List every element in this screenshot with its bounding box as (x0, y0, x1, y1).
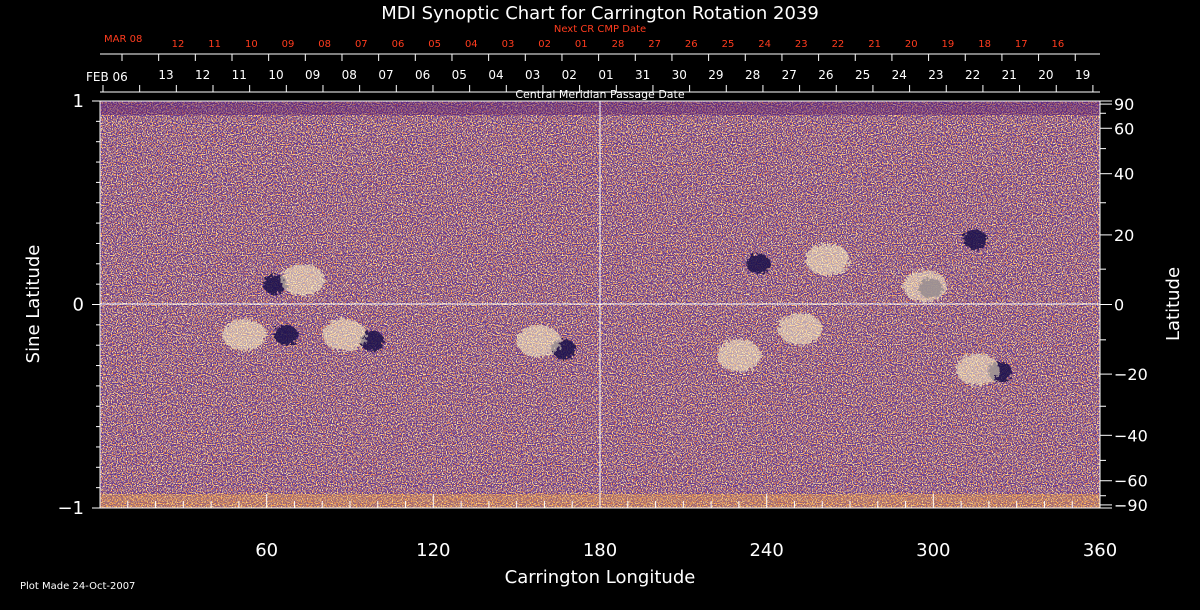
y-right-tick-label: 20 (1114, 226, 1134, 245)
next-cr-date-label: 23 (795, 39, 808, 50)
next-cr-date-label: 21 (868, 39, 881, 50)
top-date-label: 12 (195, 68, 210, 82)
x-tick-label: 240 (749, 540, 783, 561)
next-cr-date-label: 07 (355, 39, 368, 50)
top-date-axis: 13 12 11 10 09 08 07 06 05 04 03 02 01 31 30 29 28 27 26 25… (102, 68, 1094, 92)
next-cr-date-label: 28 (612, 39, 625, 50)
y-left-tick-label: −1 (57, 498, 84, 519)
region-positive-1 (280, 264, 325, 297)
y-right-tick-label: 40 (1114, 165, 1134, 184)
top-date-label: 19 (1075, 68, 1090, 82)
next-cr-date-label: 18 (978, 39, 991, 50)
top-date-label: 06 (415, 68, 430, 82)
next-cr-date-label: 05 (428, 39, 441, 50)
next-cr-date-label: 26 (685, 39, 698, 50)
y-right-tick-label: 0 (1114, 296, 1124, 315)
x-axis-label: Carrington Longitude (505, 567, 696, 588)
next-cr-date-label: 27 (648, 39, 661, 50)
next-cr-date-label: 06 (392, 39, 405, 50)
region-positive-9 (778, 312, 822, 345)
next-cr-start-label: MAR 08 (104, 34, 142, 45)
x-tick-label: 120 (416, 540, 450, 561)
region-positive-16 (903, 270, 947, 303)
region-positive-8 (716, 339, 761, 372)
y-right-tick-label: −40 (1114, 426, 1148, 445)
top-date-label: 01 (598, 68, 613, 82)
y-right-tick-label: 90 (1114, 95, 1134, 114)
next-cr-date-label: 11 (208, 39, 221, 50)
next-cr-date-label: 03 (502, 39, 515, 50)
next-cr-date-axis: 12 11 10 09 08 07 06 05 04 03 02 01 28 27 26 25 24 23 22 21… (121, 39, 1076, 61)
next-cr-date-label: 02 (538, 39, 551, 50)
x-tick-label: 300 (916, 540, 950, 561)
top-date-label: 31 (635, 68, 650, 82)
x-tick-label: 180 (583, 540, 617, 561)
y-left-tick-label: 0 (73, 295, 84, 316)
top-date-label: 13 (158, 68, 173, 82)
region-positive-14 (955, 353, 1000, 386)
top-date-label: 20 (1038, 68, 1053, 82)
magnetic-regions (222, 229, 1012, 386)
next-cr-date-label: 10 (245, 39, 258, 50)
next-cr-date-label: 16 (1052, 39, 1065, 50)
y-right-tick-label: −90 (1114, 496, 1148, 515)
top-date-label: 02 (562, 68, 577, 82)
top-axis-label: Central Meridian Passage Date (515, 88, 684, 101)
top-date-label: 25 (855, 68, 870, 82)
next-cr-label: Next CR CMP Date (554, 24, 646, 35)
top-date-label: 10 (268, 68, 283, 82)
region-negative-12 (963, 229, 987, 250)
top-date-label: 03 (525, 68, 540, 82)
next-cr-date-label: 01 (575, 39, 588, 50)
footer-note: Plot Made 24-Oct-2007 (20, 581, 135, 592)
region-positive-5 (322, 319, 367, 352)
y-axis-right: 90 60 40 20 0 −20 −40 −60 −90 (1100, 95, 1148, 515)
next-cr-date-label: 09 (282, 39, 295, 50)
next-cr-date-label: 20 (905, 39, 918, 50)
top-date-label: 27 (782, 68, 797, 82)
region-positive-11 (805, 243, 850, 276)
next-cr-date-label: 25 (722, 39, 735, 50)
y-right-tick-label: 60 (1114, 119, 1134, 138)
top-date-label: 21 (1002, 68, 1017, 82)
y-axis-left: 1 0 −1 (57, 91, 100, 519)
y-axis-right-label: Latitude (1163, 267, 1184, 341)
top-date-label: 23 (928, 68, 943, 82)
x-tick-label: 360 (1083, 540, 1117, 561)
region-negative-2 (274, 325, 299, 346)
next-cr-date-label: 17 (1015, 39, 1028, 50)
y-left-tick-label: 1 (73, 91, 84, 112)
y-axis-left-label: Sine Latitude (23, 245, 44, 364)
top-axis-start-label: FEB 06 (86, 70, 128, 84)
next-cr-date-label: 08 (318, 39, 331, 50)
next-cr-date-label: 04 (465, 39, 478, 50)
y-right-tick-label: −20 (1114, 365, 1148, 384)
x-axis: 60 120 180 240 300 360 (127, 494, 1117, 561)
top-date-label: 04 (488, 68, 503, 82)
region-negative-10 (746, 253, 771, 274)
x-tick-label: 60 (255, 540, 278, 561)
top-date-label: 11 (232, 68, 247, 82)
region-positive-7 (516, 325, 561, 358)
top-date-label: 24 (892, 68, 907, 82)
y-right-tick-label: −60 (1114, 472, 1148, 491)
top-date-label: 30 (672, 68, 687, 82)
top-date-label: 29 (708, 68, 723, 82)
next-cr-date-label: 12 (172, 39, 185, 50)
chart-title: MDI Synoptic Chart for Carrington Rotati… (381, 3, 819, 24)
next-cr-date-label: 24 (758, 39, 771, 50)
top-date-label: 09 (305, 68, 320, 82)
region-positive-3 (222, 319, 267, 352)
magnetogram-map (99, 100, 1101, 509)
top-date-label: 05 (452, 68, 467, 82)
next-cr-date-label: 22 (832, 39, 845, 50)
top-date-label: 07 (378, 68, 393, 82)
top-date-label: 08 (342, 68, 357, 82)
top-date-label: 22 (965, 68, 980, 82)
next-cr-date-label: 19 (942, 39, 955, 50)
top-date-label: 28 (745, 68, 760, 82)
top-date-label: 26 (818, 68, 833, 82)
